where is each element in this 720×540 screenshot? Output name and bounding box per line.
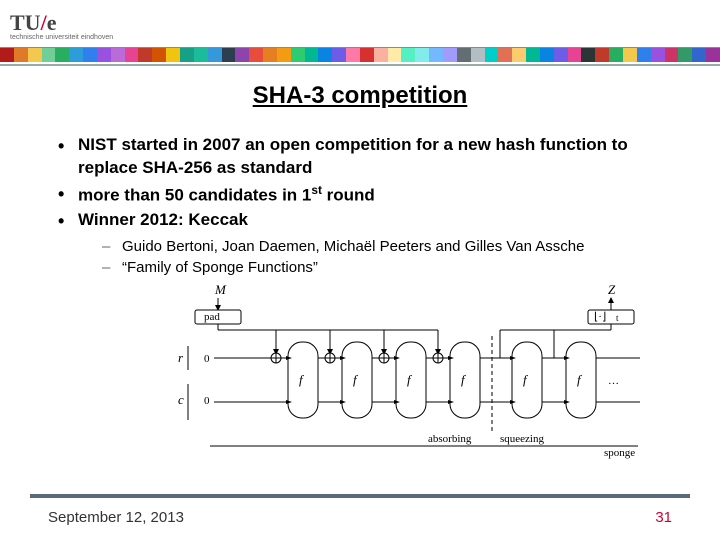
sub-bullet-list: Guido Bertoni, Joan Daemen, Michaël Peet…: [100, 236, 680, 278]
footer: September 12, 2013 31: [0, 509, 720, 526]
tue-logo: TU/e technische universiteit eindhoven: [10, 10, 113, 41]
text: more than 50 candidates in 1: [78, 186, 311, 205]
page-title: SHA-3 competition: [0, 82, 720, 110]
logo-text: TU: [10, 10, 41, 35]
xor-node: [271, 353, 281, 363]
label-r: r: [178, 350, 184, 365]
color-stripe: [0, 48, 720, 62]
list-item: more than 50 candidates in 1st round: [50, 182, 680, 208]
label-m: M: [214, 284, 227, 297]
list-item: “Family of Sponge Functions”: [100, 257, 680, 278]
label-pad: pad: [204, 311, 220, 323]
ellipsis: …: [608, 375, 619, 387]
superscript: st: [311, 183, 322, 197]
header: TU/e technische universiteit eindhoven: [0, 0, 720, 48]
bullet-list: NIST started in 2007 an open competition…: [50, 134, 680, 232]
zero-c: 0: [204, 395, 210, 407]
sponge-diagram: .bx{fill:#fff;stroke:#000;stroke-width:1…: [170, 284, 650, 464]
list-item: NIST started in 2007 an open competition…: [50, 134, 680, 180]
footer-rule: [30, 494, 690, 498]
rule-line: [0, 64, 720, 66]
label-z: Z: [608, 284, 616, 297]
label-absorbing: absorbing: [428, 433, 472, 445]
zero-r: 0: [204, 353, 210, 365]
diagram-caption: sponge: [604, 447, 635, 459]
logo-tail: e: [47, 10, 57, 35]
content-area: NIST started in 2007 an open competition…: [0, 110, 720, 464]
label-trunc: ⌊·⌋: [594, 311, 606, 323]
label-squeezing: squeezing: [500, 433, 544, 445]
list-item: Guido Bertoni, Joan Daemen, Michaël Peet…: [100, 236, 680, 257]
f-box: f: [288, 342, 318, 418]
list-item: Winner 2012: Keccak: [50, 209, 680, 232]
page-number: 31: [655, 509, 672, 526]
logo-subtitle: technische universiteit eindhoven: [10, 34, 113, 41]
footer-date: September 12, 2013: [48, 509, 184, 526]
label-c: c: [178, 392, 184, 407]
text: round: [322, 186, 375, 205]
